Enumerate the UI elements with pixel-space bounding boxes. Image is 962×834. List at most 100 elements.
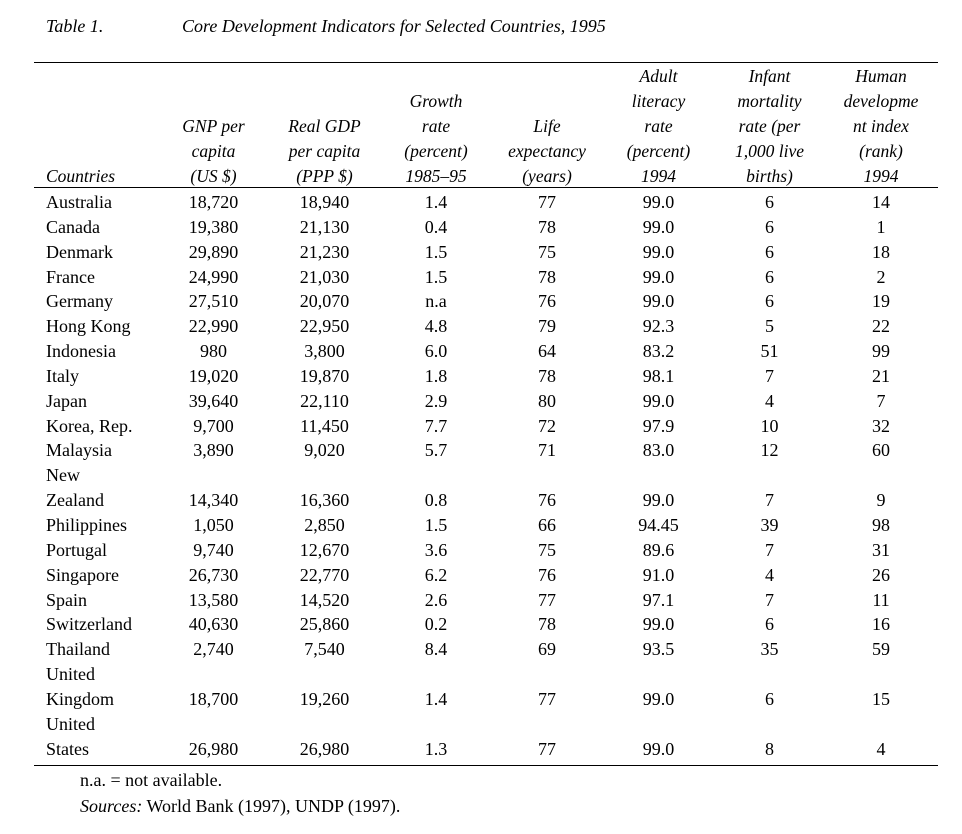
cell-hdi: 18 xyxy=(872,241,890,262)
column-header-line: (percent) xyxy=(404,141,468,161)
column-header-line: GNP per xyxy=(182,116,245,136)
country-name-line: Spain xyxy=(46,589,88,610)
cell-country: United Kingdom xyxy=(34,662,158,712)
cell-growth: 0.8 xyxy=(424,490,448,511)
column-header-line: Human xyxy=(855,66,907,86)
cell-growth: 2.6 xyxy=(424,589,448,610)
column-header-line: 1,000 live xyxy=(734,141,804,161)
cell-hdi: 98 xyxy=(872,514,890,535)
cell-growth: 6.2 xyxy=(424,564,448,585)
column-header-line: capita xyxy=(191,141,236,161)
cell-literacy: 93.5 xyxy=(642,639,675,660)
cell-infant: 6 xyxy=(765,266,774,287)
cell-growth: 1.8 xyxy=(424,365,448,386)
cell-life: 72 xyxy=(538,415,556,436)
cell-gdp: 26,980 xyxy=(299,738,350,759)
column-header-line: Infant xyxy=(748,66,791,86)
table-caption: Table 1. Core Development Indicators for… xyxy=(0,14,962,44)
cell-gdp: 11,450 xyxy=(300,415,349,436)
sources-label: Sources: xyxy=(80,796,143,816)
country-name-line: Kingdom xyxy=(46,688,115,709)
cell-literacy: 92.3 xyxy=(642,316,675,337)
cell-country: Italy xyxy=(34,364,158,389)
cell-life: 79 xyxy=(538,316,556,337)
cell-literacy: 94.45 xyxy=(638,514,679,535)
cell-hdi: 1 xyxy=(876,216,886,237)
cell-gdp: 9,020 xyxy=(304,440,345,461)
cell-gnp: 26,730 xyxy=(188,564,239,585)
table-row: France 24,990 21,030 1.5 78 99.0 6 2 xyxy=(34,265,938,290)
cell-country: Canada xyxy=(34,215,158,240)
cell-gnp: 26,980 xyxy=(188,738,239,759)
cell-hdi: 32 xyxy=(872,415,890,436)
column-header-line: Life xyxy=(533,116,561,136)
table-row: Australia 18,720 18,940 1.4 77 99.0 6 14 xyxy=(34,190,938,215)
cell-infant: 39 xyxy=(760,514,779,535)
cell-literacy: 99.0 xyxy=(642,291,675,312)
bottom-rule xyxy=(34,765,938,766)
cell-growth: 1.4 xyxy=(424,688,448,709)
table-row: Italy 19,020 19,870 1.8 78 98.1 7 21 xyxy=(34,364,938,389)
cell-infant: 4 xyxy=(765,564,774,585)
country-name-line: Japan xyxy=(46,390,87,411)
table-row: Thailand 2,740 7,540 8.4 69 93.5 35 59 xyxy=(34,637,938,662)
cell-gdp: 18,940 xyxy=(299,192,350,212)
cell-gdp: 25,860 xyxy=(299,614,350,635)
table-row: Japan 39,640 22,110 2.9 80 99.0 4 7 xyxy=(34,389,938,414)
cell-country: Australia xyxy=(34,190,158,215)
column-header-line: 1985–95 xyxy=(405,166,467,186)
cell-hdi: 99 xyxy=(872,341,890,362)
cell-country: Philippines xyxy=(34,513,158,538)
cell-country: Denmark xyxy=(34,240,158,265)
cell-infant: 10 xyxy=(760,415,779,436)
cell-literacy: 99.0 xyxy=(642,688,675,709)
cell-gdp: 12,670 xyxy=(299,539,350,560)
cell-country: Japan xyxy=(34,389,158,414)
cell-gdp: 19,870 xyxy=(299,365,350,386)
cell-gnp: 19,380 xyxy=(188,216,239,237)
cell-gnp: 24,990 xyxy=(188,266,239,287)
cell-gnp: 18,700 xyxy=(188,688,239,709)
cell-growth: 0.4 xyxy=(424,216,448,237)
column-header-line: developme xyxy=(843,91,919,111)
cell-hdi: 15 xyxy=(872,688,890,709)
cell-literacy: 99.0 xyxy=(642,241,675,262)
table-row: United States 26,980 26,980 1.3 77 99.0 8 4 xyxy=(34,712,938,762)
table-row: Philippines 1,050 2,850 1.5 66 94.45 39 98 xyxy=(34,513,938,538)
cell-gnp: 9,740 xyxy=(193,539,234,560)
cell-country: Indonesia xyxy=(34,339,158,364)
sources-note: Sources: World Bank (1997), UNDP (1997). xyxy=(80,793,400,819)
column-header-line: (rank) xyxy=(859,141,903,161)
column-header-life: Life expectancy (years) xyxy=(492,64,602,190)
table-row: Germany 27,510 20,070 n.a 76 99.0 6 19 xyxy=(34,289,938,314)
table-row: Switzerland 40,630 25,860 0.2 78 99.0 6 16 xyxy=(34,612,938,637)
cell-gdp: 16,360 xyxy=(299,490,350,511)
cell-gnp: 29,890 xyxy=(188,241,239,262)
cell-gdp: 21,030 xyxy=(299,266,350,287)
cell-infant: 6 xyxy=(765,192,774,212)
cell-infant: 35 xyxy=(760,639,779,660)
cell-infant: 6 xyxy=(765,614,774,635)
cell-infant: 7 xyxy=(765,490,774,511)
table-title: Core Development Indicators for Selected… xyxy=(182,16,606,36)
table-row: Indonesia 980 3,800 6.0 64 83.2 51 99 xyxy=(34,339,938,364)
cell-growth: 1.5 xyxy=(424,241,448,262)
cell-country: Thailand xyxy=(34,637,158,662)
cell-country: United States xyxy=(34,712,158,762)
cell-life: 76 xyxy=(538,291,556,312)
cell-hdi: 7 xyxy=(876,390,886,411)
cell-life: 77 xyxy=(538,192,556,212)
country-name-line: Germany xyxy=(46,291,113,312)
header-rule xyxy=(34,187,938,188)
column-header-line: (percent) xyxy=(626,141,691,161)
country-name-line: Korea, Rep. xyxy=(46,415,133,436)
country-name-line: States xyxy=(46,738,89,759)
cell-gdp: 3,800 xyxy=(304,341,345,362)
cell-gdp: 22,950 xyxy=(299,316,350,337)
table-row: Malaysia 3,890 9,020 5.7 71 83.0 12 60 xyxy=(34,438,938,463)
table-row: Hong Kong 22,990 22,950 4.8 79 92.3 5 22 xyxy=(34,314,938,339)
table-row: Spain 13,580 14,520 2.6 77 97.1 7 11 xyxy=(34,588,938,613)
column-header-gnp: GNP per capita (US $) xyxy=(158,64,269,190)
cell-infant: 5 xyxy=(765,316,774,337)
cell-hdi: 59 xyxy=(872,639,890,660)
